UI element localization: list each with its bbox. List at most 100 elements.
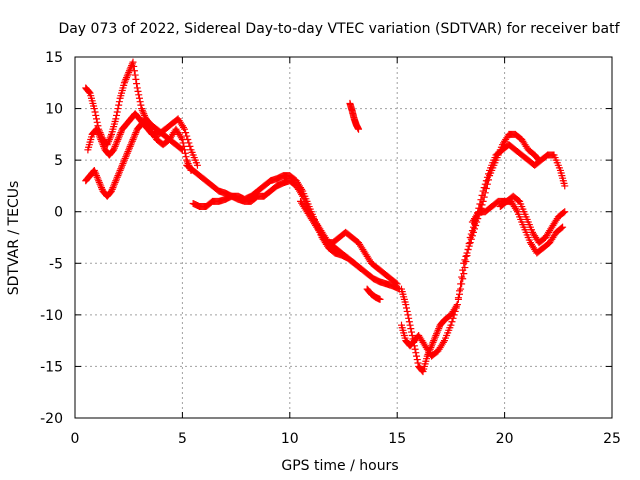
data-point	[439, 338, 447, 346]
data-point	[119, 160, 127, 168]
data-point	[120, 156, 128, 164]
data-point	[95, 132, 103, 140]
data-point	[96, 134, 104, 142]
data-point	[138, 106, 146, 114]
data-point	[468, 227, 476, 235]
data-point	[95, 178, 103, 186]
data-point	[127, 141, 135, 149]
data-point	[182, 129, 190, 137]
series-5	[297, 197, 401, 288]
data-point	[92, 170, 100, 178]
data-point	[128, 137, 136, 145]
data-point	[463, 252, 471, 260]
data-point	[113, 137, 121, 145]
data-point	[182, 153, 190, 161]
series-6	[346, 99, 363, 133]
data-point	[462, 258, 470, 266]
data-point	[97, 137, 105, 145]
data-point	[130, 67, 138, 75]
data-point	[113, 111, 121, 119]
data-point	[120, 158, 128, 166]
data-point	[184, 136, 192, 144]
data-point	[413, 352, 421, 360]
data-point	[100, 142, 108, 150]
data-point	[405, 314, 413, 322]
data-point	[181, 125, 189, 133]
data-point	[460, 270, 468, 278]
data-point	[99, 141, 107, 149]
data-point	[124, 70, 132, 78]
data-point	[93, 118, 101, 126]
y-tick-label: 10	[45, 102, 63, 118]
data-point	[428, 340, 436, 348]
y-tick-label: 15	[45, 50, 63, 66]
data-point	[133, 84, 141, 92]
series-2	[84, 110, 201, 169]
data-point	[114, 136, 122, 144]
data-point	[97, 136, 105, 144]
data-point	[92, 172, 100, 180]
data-point	[131, 71, 139, 79]
data-point	[123, 149, 131, 157]
data-point	[98, 139, 106, 147]
data-point	[453, 301, 461, 309]
data-point	[117, 165, 125, 173]
data-point	[430, 335, 438, 343]
data-point	[467, 230, 475, 238]
x-tick-label: 25	[603, 431, 621, 447]
data-point	[183, 132, 191, 140]
data-point	[125, 68, 133, 76]
data-point	[130, 132, 138, 140]
data-point	[481, 180, 489, 188]
data-point	[92, 115, 100, 123]
data-point	[132, 129, 140, 137]
data-point	[404, 311, 412, 319]
data-point	[402, 301, 410, 309]
data-point	[459, 275, 467, 283]
data-point	[97, 182, 105, 190]
data-point	[112, 115, 120, 123]
data-point	[93, 173, 101, 181]
data-point	[110, 144, 118, 152]
data-point	[105, 137, 113, 145]
data-point	[412, 349, 420, 357]
data-point	[97, 184, 105, 192]
data-point	[178, 146, 186, 154]
data-point	[466, 234, 474, 241]
data-point	[461, 256, 469, 264]
data-point	[123, 74, 131, 82]
data-point	[94, 175, 102, 183]
data-point	[113, 173, 121, 181]
data-point	[115, 98, 123, 106]
data-point	[130, 134, 138, 142]
data-point	[115, 170, 123, 178]
data-point	[403, 307, 411, 315]
data-points	[82, 58, 569, 376]
data-point	[559, 223, 567, 231]
data-point	[561, 208, 569, 216]
data-point	[91, 108, 99, 116]
data-point	[450, 311, 458, 319]
data-point	[108, 185, 116, 193]
data-point	[177, 134, 185, 142]
data-point	[376, 295, 384, 303]
data-point	[135, 94, 143, 102]
data-point	[113, 175, 121, 183]
y-tick-label: -5	[49, 256, 63, 272]
data-point	[114, 105, 122, 113]
data-point	[135, 91, 143, 99]
data-point	[131, 130, 139, 138]
y-tick-label: 5	[54, 153, 63, 169]
data-point	[112, 177, 120, 185]
data-point	[140, 110, 148, 118]
data-point	[106, 134, 114, 142]
series-7	[363, 285, 384, 303]
data-point	[451, 307, 459, 315]
data-point	[121, 154, 129, 162]
data-point	[484, 170, 492, 178]
data-point	[95, 130, 103, 138]
data-point	[430, 337, 438, 345]
x-axis-label: GPS time / hours	[281, 458, 398, 474]
data-point	[298, 191, 306, 199]
data-point	[482, 177, 490, 185]
